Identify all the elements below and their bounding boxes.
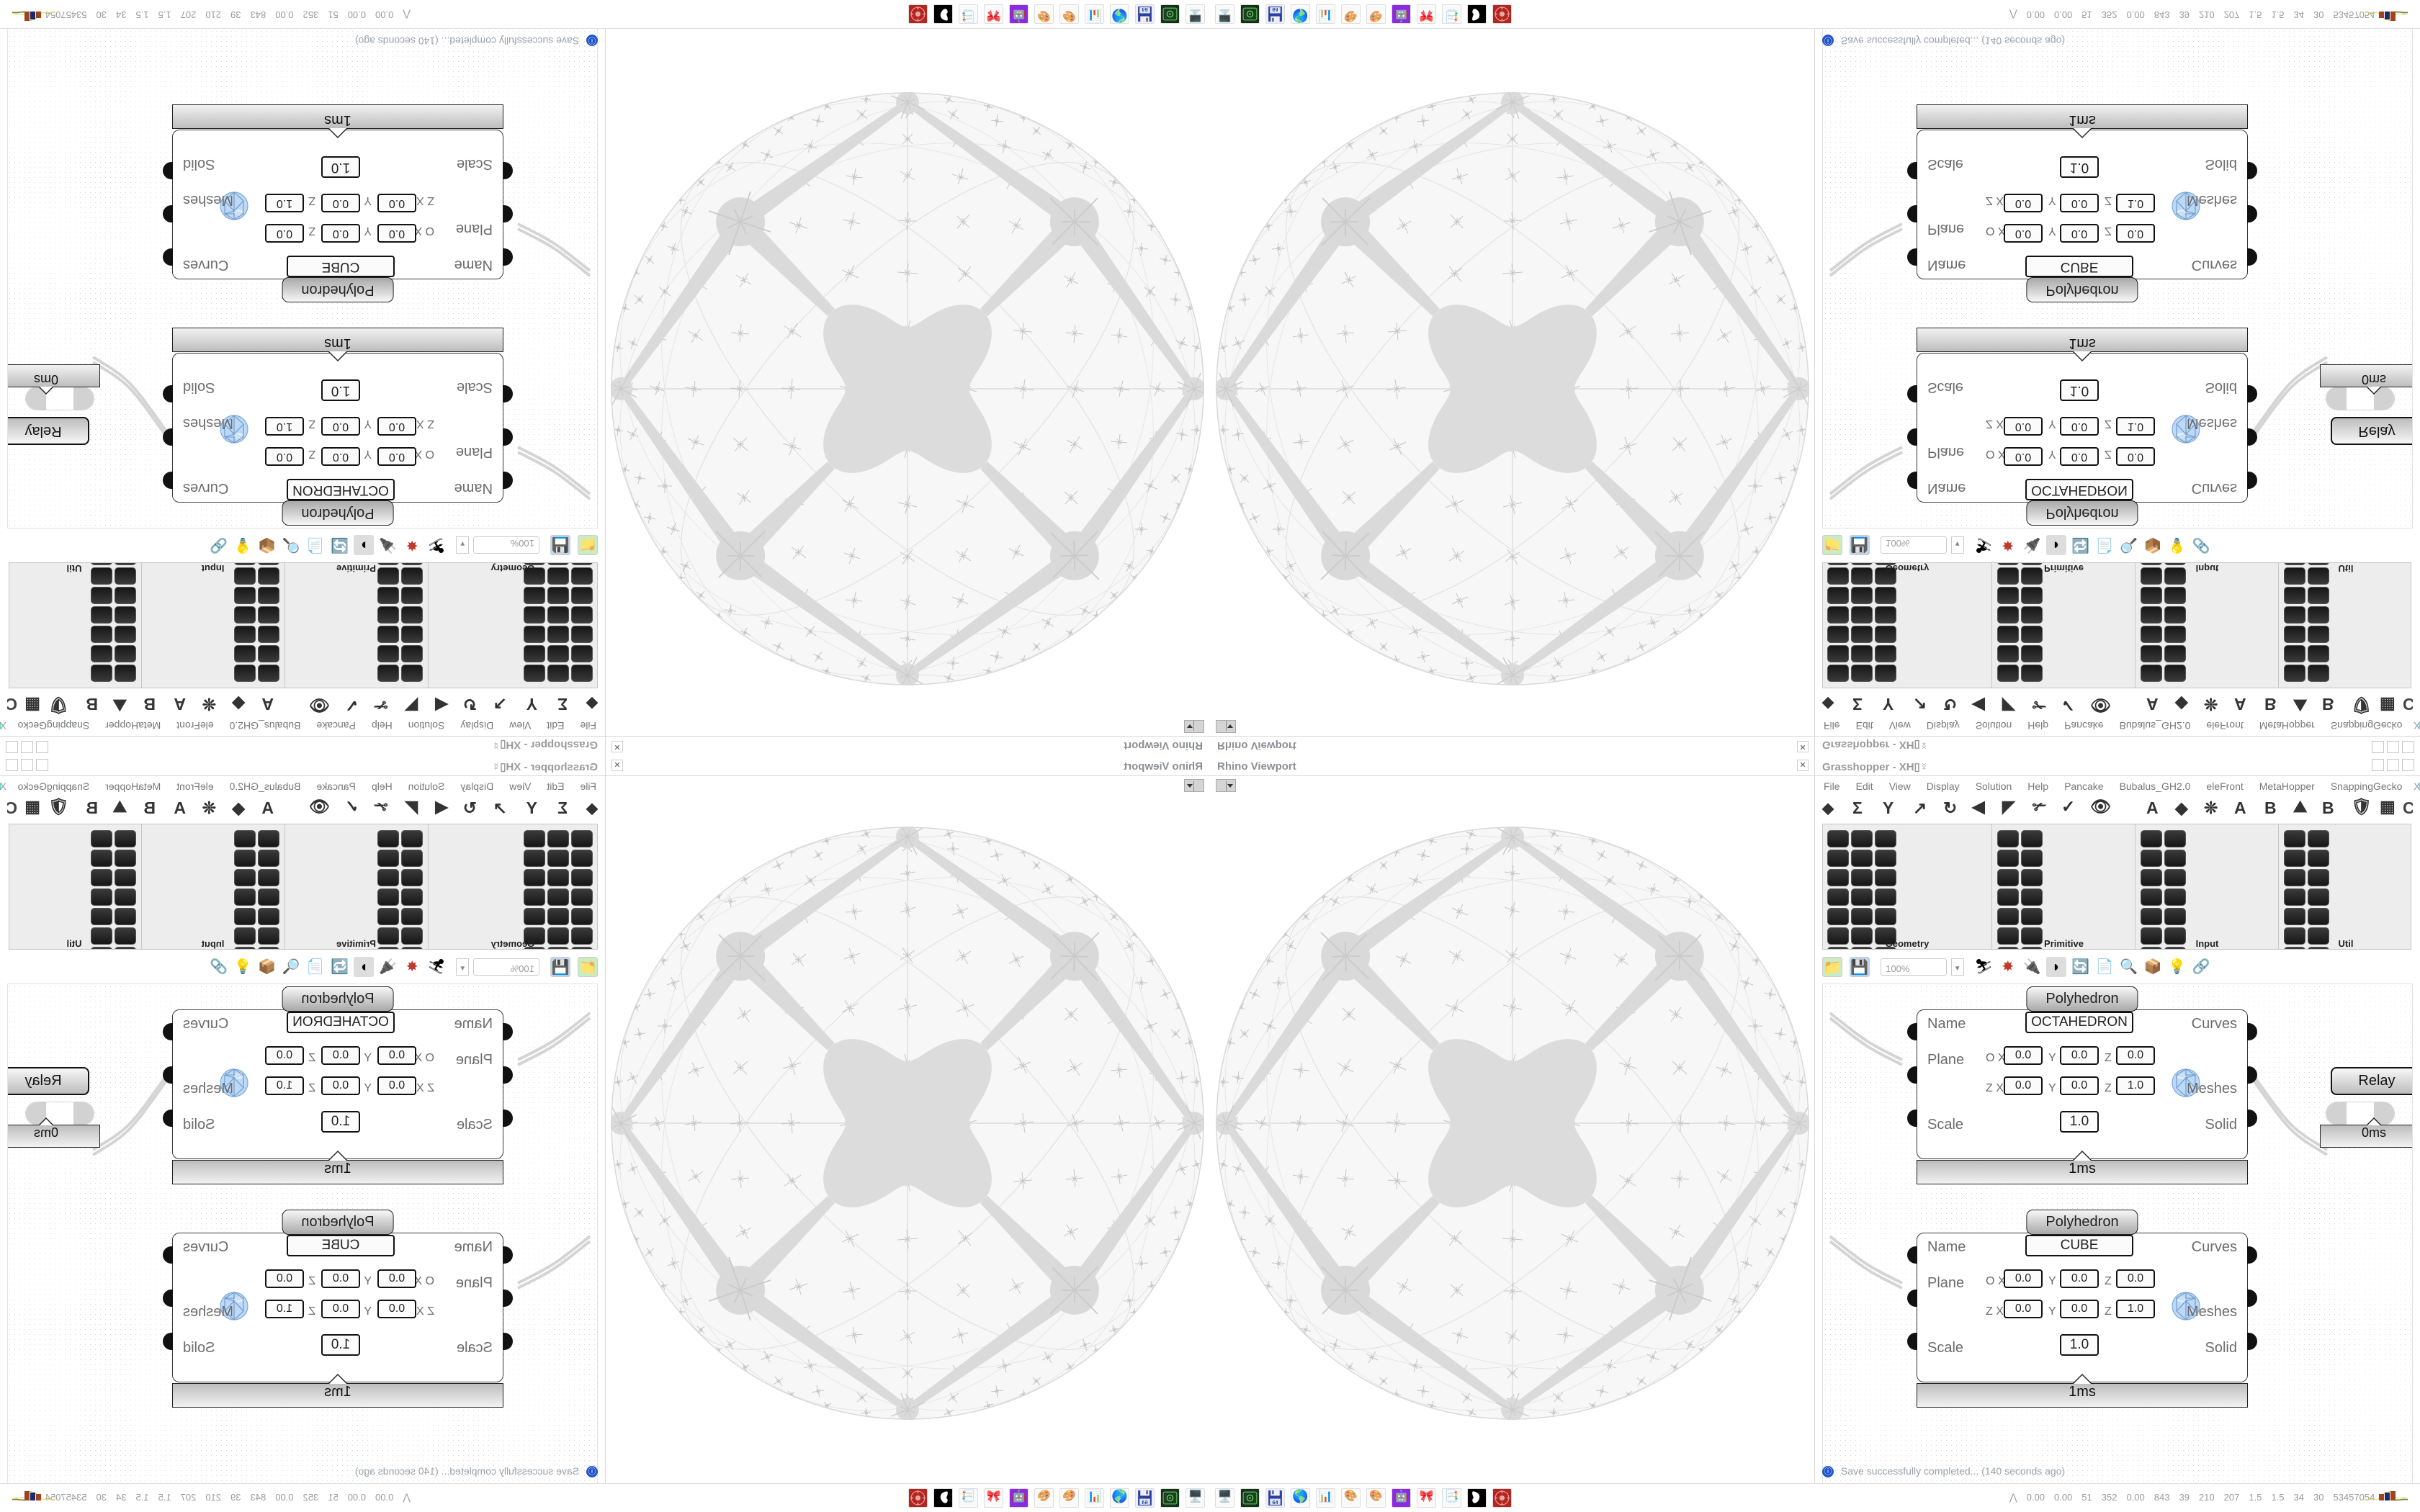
svg-text:◀: ◀	[1971, 696, 1986, 715]
svg-text:B: B	[143, 798, 156, 817]
svg-text:✓: ✓	[345, 696, 359, 715]
svg-text:A: A	[2146, 798, 2159, 817]
svg-text:Y: Y	[526, 695, 537, 714]
svg-text:🛡: 🛡	[48, 797, 69, 816]
svg-text:↗: ↗	[493, 695, 507, 714]
svg-text:↗: ↗	[493, 798, 507, 817]
svg-text:B: B	[86, 798, 98, 817]
svg-text:🛡: 🛡	[2351, 696, 2372, 715]
svg-text:↻: ↻	[463, 798, 477, 817]
svg-text:B: B	[2264, 798, 2277, 817]
svg-text:A: A	[174, 695, 186, 714]
svg-text:A: A	[2234, 798, 2246, 817]
svg-text:A: A	[261, 798, 274, 817]
svg-text:◤: ◤	[404, 696, 418, 715]
svg-text:⛰: ⛰	[2293, 696, 2308, 715]
svg-text:▦: ▦	[24, 797, 40, 816]
svg-text:◀: ◀	[434, 696, 449, 715]
svg-text:✃: ✃	[2032, 797, 2046, 816]
svg-text:✃: ✃	[374, 696, 388, 715]
svg-text:↻: ↻	[1943, 695, 1957, 714]
svg-text:C: C	[7, 695, 17, 714]
svg-text:B: B	[86, 695, 98, 714]
svg-text:↗: ↗	[1913, 695, 1927, 714]
svg-text:✃: ✃	[374, 797, 388, 816]
svg-text:A: A	[2234, 695, 2246, 714]
svg-text:64: 64	[1272, 6, 1278, 13]
svg-text:❊: ❊	[2204, 695, 2218, 714]
svg-text:↻: ↻	[463, 695, 477, 714]
svg-text:C: C	[2403, 695, 2413, 714]
svg-text:◤: ◤	[404, 797, 418, 816]
svg-text:A: A	[261, 695, 274, 714]
svg-text:Σ: Σ	[557, 798, 568, 817]
svg-text:👁: 👁	[309, 696, 330, 715]
svg-text:Σ: Σ	[557, 695, 568, 714]
svg-text:🛡: 🛡	[48, 696, 69, 715]
svg-text:B: B	[2264, 695, 2277, 714]
svg-text:✓: ✓	[2061, 797, 2075, 816]
svg-text:⛰: ⛰	[112, 797, 127, 816]
svg-text:◆: ◆	[231, 798, 246, 817]
svg-text:⛰: ⛰	[112, 696, 127, 715]
svg-text:◤: ◤	[2002, 696, 2016, 715]
svg-text:C: C	[2403, 798, 2413, 817]
svg-text:▦: ▦	[24, 696, 40, 715]
svg-text:👁: 👁	[309, 797, 330, 816]
svg-text:🛡: 🛡	[2351, 797, 2372, 816]
svg-text:▦: ▦	[2380, 696, 2396, 715]
svg-text:Y: Y	[526, 798, 537, 817]
svg-text:⛰: ⛰	[2293, 797, 2308, 816]
svg-text:⬥: ⬥	[586, 695, 598, 714]
svg-text:B: B	[2322, 695, 2334, 714]
svg-text:❊: ❊	[2204, 798, 2218, 817]
svg-text:✃: ✃	[2032, 696, 2046, 715]
svg-text:❊: ❊	[202, 798, 216, 817]
svg-text:◆: ◆	[2174, 695, 2189, 714]
svg-text:Y: Y	[1883, 798, 1894, 817]
svg-text:👁: 👁	[2090, 797, 2111, 816]
svg-text:A: A	[2146, 695, 2159, 714]
svg-text:Σ: Σ	[1852, 798, 1863, 817]
svg-text:👁: 👁	[2090, 696, 2111, 715]
svg-text:B: B	[143, 695, 156, 714]
svg-text:◆: ◆	[231, 695, 246, 714]
svg-text:⬥: ⬥	[1822, 695, 1834, 714]
svg-text:⬥: ⬥	[586, 798, 598, 817]
svg-text:64: 64	[1142, 1499, 1148, 1506]
svg-text:A: A	[174, 798, 186, 817]
svg-text:◆: ◆	[2174, 798, 2189, 817]
svg-text:↻: ↻	[1943, 798, 1957, 817]
svg-text:C: C	[7, 798, 17, 817]
svg-text:❊: ❊	[202, 695, 216, 714]
svg-text:▦: ▦	[2380, 797, 2396, 816]
svg-text:64: 64	[1272, 1499, 1278, 1506]
svg-text:✓: ✓	[345, 797, 359, 816]
svg-text:◀: ◀	[1971, 797, 1986, 816]
svg-text:◤: ◤	[2002, 797, 2016, 816]
svg-text:Σ: Σ	[1852, 695, 1863, 714]
svg-text:⬥: ⬥	[1822, 798, 1834, 817]
svg-text:B: B	[2322, 798, 2334, 817]
svg-text:✓: ✓	[2061, 696, 2075, 715]
svg-text:↗: ↗	[1913, 798, 1927, 817]
svg-text:Y: Y	[1883, 695, 1894, 714]
svg-text:◀: ◀	[434, 797, 449, 816]
svg-text:64: 64	[1142, 6, 1148, 13]
